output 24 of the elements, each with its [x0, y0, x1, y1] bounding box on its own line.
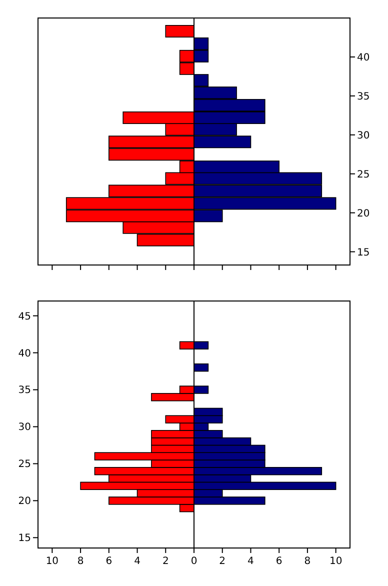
y-tick-label: 40 — [18, 348, 31, 360]
x-tick-label: 10 — [46, 556, 59, 567]
y-tick-label: 25 — [357, 169, 370, 180]
y-tick-label: 20 — [357, 208, 370, 220]
x-tick-label: 8 — [77, 556, 84, 567]
x-tick-label: 10 — [329, 556, 342, 567]
x-tick-label: 0 — [190, 556, 198, 567]
y-tick-label: 45 — [18, 311, 31, 322]
y-tick-label: 30 — [18, 422, 31, 434]
x-tick-label: 2 — [219, 556, 226, 567]
y-tick-label: 35 — [357, 91, 370, 102]
x-tick-label: 6 — [106, 556, 112, 567]
x-tick-label: 8 — [304, 556, 311, 567]
y-tick-label: 25 — [18, 459, 31, 470]
y-tick-label: 30 — [357, 130, 370, 142]
y-tick-label: 40 — [357, 52, 370, 64]
y-tick-label: 20 — [18, 496, 31, 508]
x-tick-label: 6 — [276, 556, 282, 567]
y-tick-label: 15 — [357, 247, 370, 258]
x-tick-label: 2 — [162, 556, 169, 567]
x-tick-label: 4 — [134, 556, 140, 567]
y-tick-label: 15 — [18, 533, 31, 544]
y-tick-label: 35 — [18, 385, 31, 396]
x-tick-label: 4 — [248, 556, 254, 567]
